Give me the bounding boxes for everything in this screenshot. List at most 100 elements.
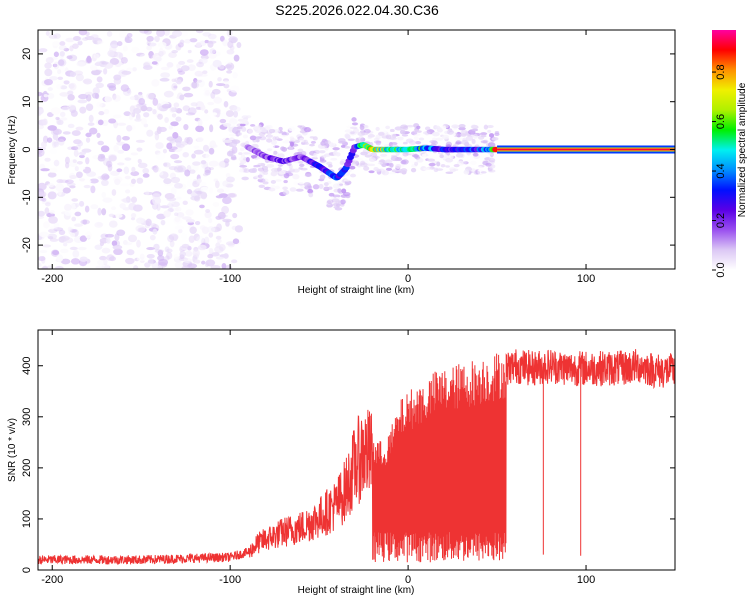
heatmap-noise-blob — [116, 134, 122, 143]
heatmap-noise-blob — [160, 72, 171, 78]
heatmap-noise-blob — [148, 92, 157, 100]
heatmap-noise-blob — [68, 159, 78, 167]
heatmap-noise-blob — [191, 153, 196, 159]
heatmap-noise-blob — [88, 114, 94, 123]
heatmap-noise-blob — [179, 30, 189, 37]
heatmap-scatter-blob — [257, 174, 263, 178]
heatmap-scatter-blob — [305, 145, 312, 151]
heatmap-noise-blob — [207, 40, 214, 48]
heatmap-noise-blob — [58, 179, 69, 184]
heatmap-scatter-blob — [337, 188, 342, 194]
heatmap-noise-blob — [152, 108, 157, 115]
heatmap-noise-blob — [146, 35, 154, 42]
heatmap-noise-blob — [121, 143, 131, 152]
heatmap-noise-blob — [225, 241, 236, 246]
heatmap-scatter-blob — [381, 170, 389, 176]
heatmap-noise-blob — [79, 200, 85, 207]
heatmap-noise-blob — [168, 125, 174, 130]
heatmap-noise-blob — [62, 131, 71, 135]
spectrogram-x-ticks: -200 -100 0 100 — [41, 30, 595, 285]
heatmap-noise-blob — [204, 109, 209, 114]
heatmap-noise-blob — [158, 171, 164, 176]
heatmap-noise-blob — [152, 228, 158, 235]
heatmap-noise-blob — [62, 187, 71, 194]
heatmap-scatter-blob — [397, 136, 404, 141]
heatmap-noise-blob — [102, 197, 113, 203]
heatmap-noise-blob — [186, 59, 194, 63]
heatmap-noise-blob — [226, 70, 233, 74]
heatmap-scatter-blob — [416, 157, 424, 163]
heatmap-noise-blob — [78, 93, 89, 100]
heatmap-noise-blob — [236, 41, 242, 49]
heatmap-noise-blob — [154, 249, 164, 254]
heatmap-noise-blob — [224, 228, 231, 234]
snr-x-ticks: -200 -100 0 100 — [41, 330, 595, 586]
heatmap-noise-blob — [178, 183, 187, 190]
heatmap-noise-blob — [130, 196, 138, 203]
heatmap-noise-blob — [171, 186, 177, 195]
heatmap-scatter-blob — [243, 152, 251, 155]
heatmap-noise-blob — [194, 79, 203, 83]
heatmap-noise-blob — [100, 145, 110, 153]
heatmap-noise-blob — [67, 226, 72, 232]
heatmap-scatter-blob — [328, 186, 333, 190]
chart-title: S225.2026.022.04.30.C36 — [275, 2, 439, 18]
heatmap-noise-blob — [178, 228, 183, 234]
heatmap-scatter-blob — [406, 124, 414, 128]
heatmap-scatter-blob — [351, 159, 359, 165]
heatmap-noise-blob — [89, 178, 99, 184]
heatmap-noise-blob — [162, 148, 168, 154]
heatmap-noise-blob — [202, 144, 209, 152]
heatmap-noise-blob — [93, 40, 98, 45]
heatmap-noise-blob — [209, 124, 214, 133]
heatmap-scatter-blob — [304, 173, 313, 178]
heatmap-scatter-blob — [345, 134, 351, 140]
heatmap-scatter-blob — [367, 134, 375, 138]
heatmap-noise-blob — [170, 146, 178, 150]
heatmap-noise-blob — [160, 66, 170, 71]
heatmap-scatter-blob — [390, 154, 398, 158]
heatmap-noise-blob — [96, 132, 101, 139]
heatmap-noise-blob — [136, 217, 145, 224]
heatmap-noise-blob — [115, 95, 121, 102]
heatmap-noise-blob — [130, 152, 139, 156]
heatmap-noise-blob — [145, 218, 152, 227]
heatmap-noise-blob — [153, 167, 161, 173]
heatmap-noise-blob — [57, 188, 62, 196]
heatmap-noise-blob — [129, 96, 136, 101]
heatmap-noise-blob — [90, 66, 98, 71]
heatmap-scatter-blob — [401, 134, 409, 137]
heatmap-scatter-blob — [415, 141, 422, 145]
heatmap-noise-blob — [146, 92, 155, 100]
heatmap-noise-blob — [53, 227, 64, 232]
heatmap-noise-blob — [205, 259, 216, 267]
heatmap-scatter-blob — [418, 137, 425, 141]
heatmap-scatter-blob — [409, 140, 417, 145]
heatmap-noise-blob — [173, 165, 184, 173]
heatmap-noise-blob — [163, 178, 172, 185]
heatmap-scatter-blob — [435, 137, 444, 141]
heatmap-noise-blob — [154, 55, 163, 64]
colorbar-label: Normalized spectral amplitude — [737, 82, 748, 217]
heatmap-noise-blob — [120, 84, 130, 92]
heatmap-noise-blob — [70, 109, 78, 117]
heatmap-noise-blob — [131, 166, 136, 173]
heatmap-noise-blob — [164, 255, 170, 261]
heatmap-scatter-blob — [478, 142, 484, 147]
heatmap-noise-blob — [117, 149, 125, 154]
heatmap-noise-blob — [103, 174, 110, 180]
heatmap-scatter-blob — [480, 171, 487, 174]
heatmap-scatter-blob — [480, 134, 487, 138]
heatmap-scatter-blob — [250, 154, 258, 159]
heatmap-noise-blob — [79, 178, 86, 182]
heatmap-noise-blob — [170, 121, 179, 127]
heatmap-noise-blob — [49, 148, 58, 155]
heatmap-noise-blob — [193, 233, 200, 241]
heatmap-noise-blob — [101, 173, 110, 181]
heatmap-noise-blob — [117, 41, 123, 47]
heatmap-scatter-blob — [453, 163, 460, 168]
heatmap-noise-blob — [38, 91, 43, 97]
heatmap-noise-blob — [157, 265, 163, 269]
heatmap-noise-blob — [158, 50, 164, 57]
heatmap-scatter-blob — [289, 138, 297, 143]
